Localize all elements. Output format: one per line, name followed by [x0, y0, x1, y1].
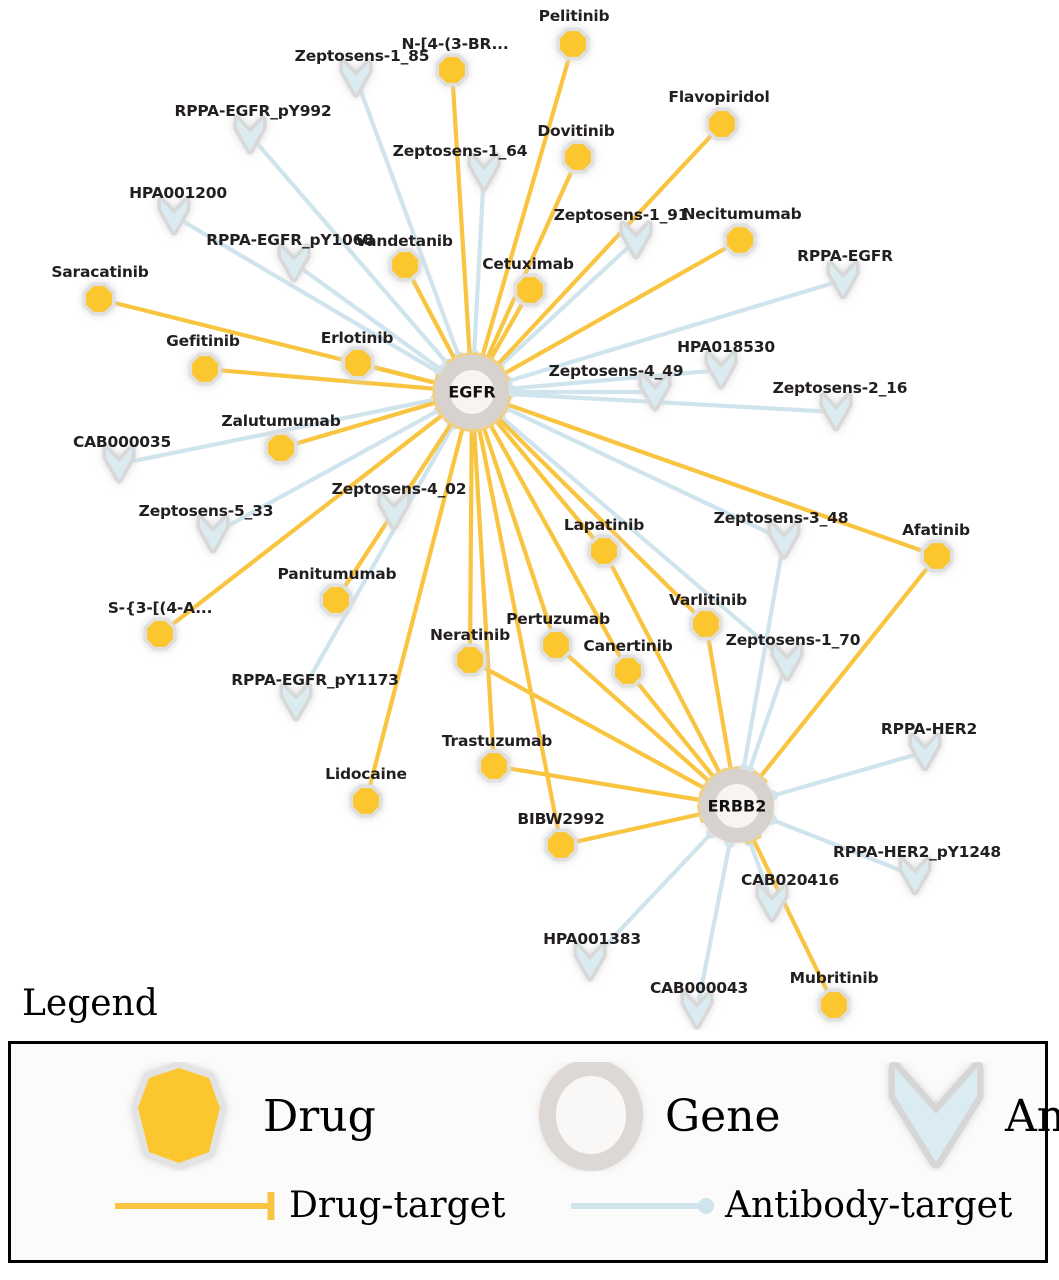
- drug-node[interactable]: [561, 140, 595, 174]
- drug-node[interactable]: [539, 628, 573, 662]
- edge-drug-target: [744, 834, 831, 997]
- drug-node[interactable]: [435, 53, 469, 87]
- drug-target-edge-icon: [115, 1192, 275, 1220]
- drug-node[interactable]: [453, 643, 487, 677]
- drug-node[interactable]: [544, 828, 578, 862]
- edge-drug-target: [503, 765, 704, 809]
- drug-node[interactable]: [611, 654, 645, 688]
- edge-drug-target: [408, 273, 464, 365]
- antibody-node[interactable]: [339, 58, 373, 98]
- drug-node[interactable]: [689, 607, 723, 641]
- antibody-node[interactable]: [898, 856, 932, 896]
- edge-drug-target: [290, 393, 441, 447]
- edge-drug-target: [705, 633, 740, 773]
- antibody-node[interactable]: [704, 350, 738, 390]
- antibody-node[interactable]: [377, 491, 411, 531]
- antibody-node[interactable]: [767, 520, 801, 560]
- legend-label-drug-target: Drug-target: [289, 1185, 506, 1226]
- legend-label-drug: Drug: [263, 1091, 376, 1142]
- legend-item-antibody-target: Antibody-target: [567, 1186, 1012, 1226]
- antibody-node[interactable]: [277, 243, 311, 283]
- drug-node[interactable]: [349, 784, 383, 818]
- edge-antibody-target: [221, 404, 446, 531]
- network-canvas: [82, 27, 954, 1030]
- antibody-node[interactable]: [638, 372, 672, 412]
- legend-item-antibody: Antibody: [881, 1062, 1059, 1172]
- edge-antibody-target: [468, 181, 486, 361]
- gene-node[interactable]: [435, 355, 509, 429]
- edge-drug-target: [366, 423, 472, 792]
- drug-node[interactable]: [341, 346, 375, 380]
- antibody-node[interactable]: [102, 444, 136, 484]
- edge-antibody-target: [299, 418, 460, 694]
- edge-drug-target: [367, 363, 440, 392]
- drug-node[interactable]: [477, 749, 511, 783]
- edge-drug-target: [490, 130, 716, 372]
- edge-drug-target: [450, 79, 479, 358]
- drug-node[interactable]: [513, 273, 547, 307]
- edge-antibody-target: [596, 827, 718, 956]
- drug-node[interactable]: [705, 107, 739, 141]
- edge-antibody-target: [501, 281, 834, 387]
- edge-antibody-target: [494, 410, 780, 657]
- legend-label-antibody: Antibody: [1005, 1091, 1059, 1142]
- edge-drug-target: [502, 395, 928, 555]
- legend-edge-row: Drug-target Antibody-target: [11, 1186, 1045, 1256]
- legend-label-gene: Gene: [665, 1091, 781, 1142]
- drug-node[interactable]: [388, 248, 422, 282]
- gene-node[interactable]: [700, 769, 774, 843]
- drug-node[interactable]: [319, 583, 353, 617]
- drug-node[interactable]: [82, 282, 116, 316]
- legend-item-gene: Gene: [531, 1062, 781, 1172]
- gene-ring-icon: [539, 1062, 643, 1171]
- antibody-node[interactable]: [770, 642, 804, 682]
- drug-node[interactable]: [556, 27, 590, 61]
- drug-node[interactable]: [723, 223, 757, 257]
- legend: Legend Drug Gene: [0, 983, 1059, 1280]
- antibody-node[interactable]: [196, 514, 230, 554]
- gene-label: EGFR: [448, 382, 496, 402]
- node-layer: [82, 27, 954, 1030]
- antibody-node[interactable]: [755, 883, 789, 923]
- drug-node[interactable]: [188, 352, 222, 386]
- antibody-node[interactable]: [573, 942, 607, 982]
- edge-antibody-target: [493, 246, 630, 373]
- gene-label: ERBB2: [707, 796, 767, 816]
- antibody-node[interactable]: [467, 152, 501, 192]
- drug-node[interactable]: [587, 534, 621, 568]
- edge-antibody-target: [301, 267, 448, 376]
- drug-node[interactable]: [920, 539, 954, 573]
- antibody-node[interactable]: [233, 115, 267, 155]
- legend-shape-row: Drug Gene Antibody: [11, 1062, 1059, 1172]
- antibody-node[interactable]: [819, 392, 853, 432]
- antibody-node[interactable]: [157, 196, 191, 236]
- legend-title: Legend: [22, 983, 158, 1024]
- edge-drug-target: [570, 805, 705, 845]
- antibody-node[interactable]: [279, 682, 313, 722]
- legend-box: Drug Gene Antibody: [8, 1041, 1059, 1263]
- edge-antibody-target: [767, 753, 916, 802]
- antibody-chevron-icon: [888, 1062, 984, 1169]
- drug-node[interactable]: [143, 617, 177, 651]
- edge-antibody-target: [697, 836, 736, 1001]
- edge-antibody-target: [182, 220, 446, 379]
- edge-antibody-target: [765, 814, 906, 874]
- antibody-node[interactable]: [826, 260, 860, 300]
- antibody-target-edge-icon: [571, 1198, 714, 1214]
- antibody-node[interactable]: [619, 220, 653, 260]
- drug-octagon-icon: [131, 1062, 227, 1170]
- legend-item-drug-target: Drug-target: [111, 1186, 505, 1226]
- antibody-node[interactable]: [680, 990, 714, 1030]
- antibody-node[interactable]: [908, 732, 942, 772]
- edge-drug-target: [491, 410, 700, 618]
- legend-label-antibody-target: Antibody-target: [725, 1185, 1013, 1226]
- edge-layer: [108, 53, 932, 1001]
- edge-drug-target: [633, 678, 722, 784]
- drug-node[interactable]: [264, 431, 298, 465]
- legend-item-drug: Drug: [121, 1062, 376, 1172]
- drug-node[interactable]: [817, 988, 851, 1022]
- edge-drug-target: [498, 243, 732, 382]
